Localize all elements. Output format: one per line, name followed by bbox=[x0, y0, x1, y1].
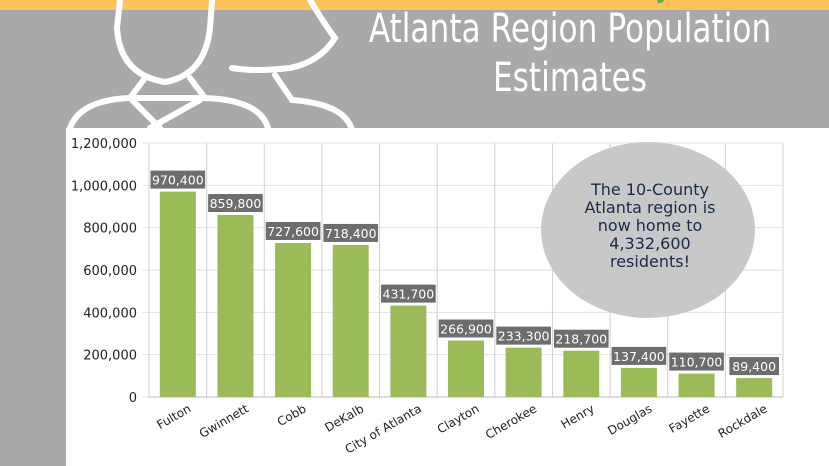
x-tick-label: Gwinnett bbox=[197, 401, 251, 440]
data-label-bg bbox=[438, 319, 494, 338]
data-label-bg bbox=[323, 223, 379, 242]
data-label: 110,700 bbox=[671, 355, 723, 370]
data-label-bg bbox=[208, 194, 263, 213]
x-tick-label: Cobb bbox=[275, 401, 309, 429]
title-line1: Atlanta Region Population bbox=[368, 6, 772, 52]
data-label-bg bbox=[729, 357, 779, 376]
bar-henry bbox=[563, 350, 600, 397]
data-label: 727,600 bbox=[267, 224, 319, 239]
title-year: 2016 10-County bbox=[381, 0, 740, 4]
y-tick-label: 0 bbox=[129, 391, 137, 406]
callout-bubble bbox=[541, 142, 755, 318]
data-label: 970,400 bbox=[152, 173, 204, 188]
data-label-bg bbox=[611, 346, 667, 365]
bar-cherokee bbox=[505, 347, 542, 397]
x-tick-label: Rockdale bbox=[716, 401, 770, 440]
callout-text: The 10-County bbox=[590, 180, 709, 199]
x-tick-label: Clayton bbox=[435, 401, 482, 436]
y-tick-label: 800,000 bbox=[83, 222, 137, 237]
data-label: 431,700 bbox=[383, 287, 435, 302]
x-tick-label: Henry bbox=[559, 401, 597, 431]
bar-city-of-atlanta bbox=[390, 305, 427, 397]
x-tick-label: Fayette bbox=[667, 401, 712, 435]
y-tick-label: 600,000 bbox=[83, 264, 137, 279]
callout-text: 4,332,600 bbox=[609, 234, 690, 253]
data-label: 266,900 bbox=[440, 322, 492, 337]
data-label-bg bbox=[553, 329, 609, 348]
bar-fayette bbox=[678, 373, 715, 397]
x-tick-label: Fulton bbox=[154, 401, 193, 432]
x-tick-label: Douglas bbox=[605, 401, 654, 437]
data-label: 859,800 bbox=[210, 196, 262, 211]
x-tick-label: DeKalb bbox=[322, 401, 366, 434]
y-tick-label: 400,000 bbox=[83, 306, 137, 321]
callout-text: Atlanta region is bbox=[585, 198, 716, 217]
data-label: 137,400 bbox=[613, 349, 665, 364]
bar-clayton bbox=[448, 340, 484, 397]
data-label-bg bbox=[381, 284, 436, 303]
data-label-bg bbox=[669, 352, 724, 371]
y-tick-label: 200,000 bbox=[83, 349, 137, 364]
bar-gwinnett bbox=[217, 215, 254, 397]
data-label-bg bbox=[150, 170, 206, 189]
bar-fulton bbox=[159, 191, 196, 397]
bar-dekalb bbox=[332, 244, 369, 397]
top-band bbox=[0, 0, 829, 10]
bar-douglas bbox=[620, 367, 657, 397]
callout-text: now home to bbox=[598, 216, 703, 235]
bar-rockdale bbox=[736, 378, 773, 397]
y-tick-label: 1,200,000 bbox=[71, 137, 137, 152]
y-tick-label: 1,000,000 bbox=[71, 179, 137, 194]
data-label: 718,400 bbox=[325, 226, 377, 241]
data-label-bg bbox=[265, 221, 321, 240]
callout-text: residents! bbox=[610, 252, 690, 271]
data-label: 218,700 bbox=[555, 332, 607, 347]
title-line2: Estimates bbox=[492, 55, 648, 101]
data-label: 89,400 bbox=[732, 359, 776, 374]
bar-cobb bbox=[275, 242, 312, 397]
data-label-bg bbox=[496, 326, 551, 345]
data-label: 233,300 bbox=[498, 329, 550, 344]
x-tick-label: Cherokee bbox=[483, 401, 539, 441]
